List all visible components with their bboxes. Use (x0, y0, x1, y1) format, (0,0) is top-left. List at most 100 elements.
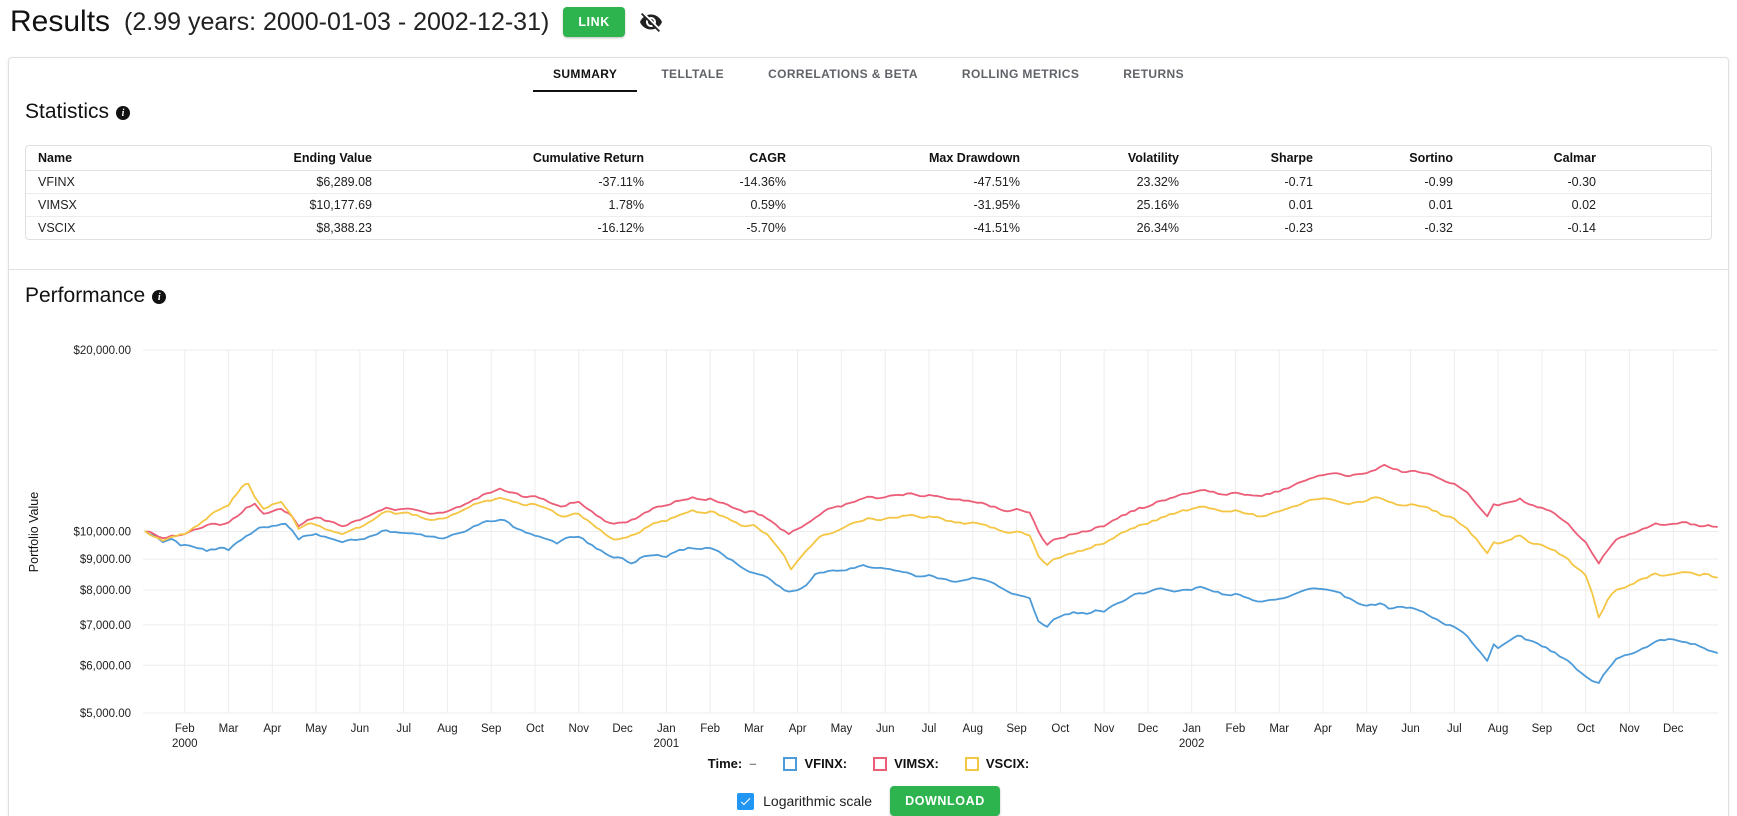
date-range-subtitle: (2.99 years: 2000-01-03 - 2002-12-31) (124, 7, 550, 36)
column-header: Sharpe (1191, 146, 1325, 171)
y-tick-label: $20,000.00 (73, 345, 131, 357)
table-cell: -0.99 (1424, 175, 1454, 189)
vimsx-swatch-icon (873, 756, 888, 771)
x-tick-label: Apr (1314, 723, 1332, 735)
table-cell: $8,388.23 (316, 221, 372, 235)
table-cell: VSCIX (38, 221, 76, 235)
x-year-label: 2000 (172, 738, 198, 750)
performance-heading: Performance i (25, 284, 167, 308)
tab-telltale[interactable]: TELLTALE (661, 67, 725, 81)
series-line-VFINX (144, 518, 1718, 684)
legend-label: VFINX: (804, 756, 848, 771)
x-tick-label: Sep (1532, 723, 1552, 735)
series-line-VSCIX (144, 482, 1718, 619)
visibility-off-icon[interactable] (639, 10, 663, 34)
statistics-heading-label: Statistics (25, 100, 110, 123)
table-cell: 0.01 (1288, 198, 1313, 212)
performance-chart: $20,000.00 $10,000.00 $9,000.00 $8,000.00 $7… (27, 345, 1718, 750)
x-tick-label: Nov (569, 723, 590, 735)
tab-rolling-metrics[interactable]: ROLLING METRICS (961, 67, 1080, 81)
table-cell: -0.30 (1567, 175, 1597, 189)
y-tick-label: $7,000.00 (80, 620, 131, 632)
performance-heading-label: Performance (25, 284, 146, 307)
section-divider (9, 269, 1728, 270)
table-cell: 23.53 (1608, 171, 1711, 194)
x-tick-label: Aug (1488, 723, 1508, 735)
x-tick-label: Jun (1401, 723, 1420, 735)
table-cell: $6,289.08 (316, 175, 372, 189)
column-header: Name (26, 146, 210, 171)
x-tick-label: Apr (263, 723, 281, 735)
vfinx-swatch-icon (783, 756, 798, 771)
x-tick-label: Jan (657, 723, 676, 735)
x-tick-label: Jun (351, 723, 370, 735)
y-tick-label: $10,000.00 (73, 527, 131, 539)
statistics-heading: Statistics i (25, 100, 131, 124)
page-title: Results (10, 5, 111, 38)
time-axis-marker: – (749, 756, 758, 771)
tab-correlations-beta[interactable]: CORRELATIONS & BETA (768, 67, 918, 81)
table-cell: 26.34% (1136, 221, 1179, 235)
x-tick-label: Aug (963, 723, 983, 735)
table-cell: VIMSX (38, 198, 77, 212)
table-cell: -0.14 (1567, 221, 1597, 235)
x-tick-label: Oct (526, 723, 545, 735)
page-header: Results (2.99 years: 2000-01-03 - 2002-1… (10, 0, 663, 44)
info-icon[interactable]: i (152, 290, 167, 304)
legend-item-vimsx[interactable]: VIMSX: (873, 756, 939, 771)
table-cell: 0.02 (1571, 198, 1596, 212)
x-tick-label: Jul (396, 723, 411, 735)
table-row: VSCIX $8,388.23 -16.12% -5.70% -41.51% 26.34%… (26, 217, 1711, 240)
table-cell: $10,177.69 (309, 198, 372, 212)
tab-summary[interactable]: SUMMARY (532, 58, 638, 92)
results-card: SUMMARY TELLTALE CORRELATIONS & BETA ROL… (8, 57, 1729, 816)
tab-bar: SUMMARY TELLTALE CORRELATIONS & BETA ROL… (9, 58, 1728, 92)
table-cell: -14.36% (739, 175, 786, 189)
y-tick-label: $6,000.00 (80, 660, 131, 672)
y-axis-title: Portfolio Value (27, 492, 41, 572)
info-icon[interactable]: i (116, 106, 131, 120)
x-tick-label: Mar (744, 723, 764, 735)
x-tick-label: Feb (1226, 723, 1246, 735)
download-button[interactable]: DOWNLOAD (890, 786, 1000, 816)
column-header: Calmar (1465, 146, 1608, 171)
table-cell: 23.32% (1136, 175, 1179, 189)
legend-item-vscix[interactable]: VSCIX: (964, 756, 1029, 771)
column-header: CAGR (656, 146, 798, 171)
x-tick-label: May (1356, 723, 1378, 735)
tab-returns[interactable]: RETURNS (1123, 67, 1185, 81)
x-tick-label: Jun (876, 723, 895, 735)
log-scale-label: Logarithmic scale (763, 793, 873, 809)
table-cell: -37.11% (598, 175, 644, 189)
table-cell: -0.32 (1424, 221, 1454, 235)
column-header: Cumulative Return (384, 146, 656, 171)
column-header: Max Drawdown (798, 146, 1032, 171)
log-scale-control: Logarithmic scale (737, 792, 873, 810)
x-tick-label: Sep (1006, 723, 1026, 735)
x-tick-label: Sep (481, 723, 501, 735)
x-tick-label: Mar (219, 723, 239, 735)
table-row: VIMSX $10,177.69 1.78% 0.59% -31.95% 25.16% 0.… (26, 194, 1711, 217)
link-button[interactable]: LINK (563, 7, 625, 37)
x-tick-label: Dec (612, 723, 633, 735)
series-line-VIMSX (144, 463, 1718, 565)
legend-time: Time: – (708, 756, 758, 771)
legend-time-label: Time: (707, 756, 743, 771)
x-tick-label: Nov (1094, 723, 1115, 735)
x-tick-label: Oct (1577, 723, 1596, 735)
column-header: Ending Value (210, 146, 384, 171)
table-cell: 0.01 (1428, 198, 1453, 212)
x-tick-label: Nov (1619, 723, 1640, 735)
table-row: VFINX $6,289.08 -37.11% -14.36% -47.51% 23.32… (26, 171, 1711, 194)
x-tick-label: Apr (789, 723, 807, 735)
x-tick-label: Aug (437, 723, 457, 735)
legend-item-vfinx[interactable]: VFINX: (783, 756, 847, 771)
vscix-swatch-icon (964, 756, 979, 771)
x-tick-label: Jul (1447, 723, 1462, 735)
chart-controls: Logarithmic scale DOWNLOAD (0, 786, 1737, 816)
log-scale-checkbox[interactable] (737, 792, 755, 810)
table-cell: 1.78% (608, 198, 644, 212)
y-tick-label: $5,000.00 (80, 708, 131, 720)
x-tick-label: Oct (1051, 723, 1070, 735)
